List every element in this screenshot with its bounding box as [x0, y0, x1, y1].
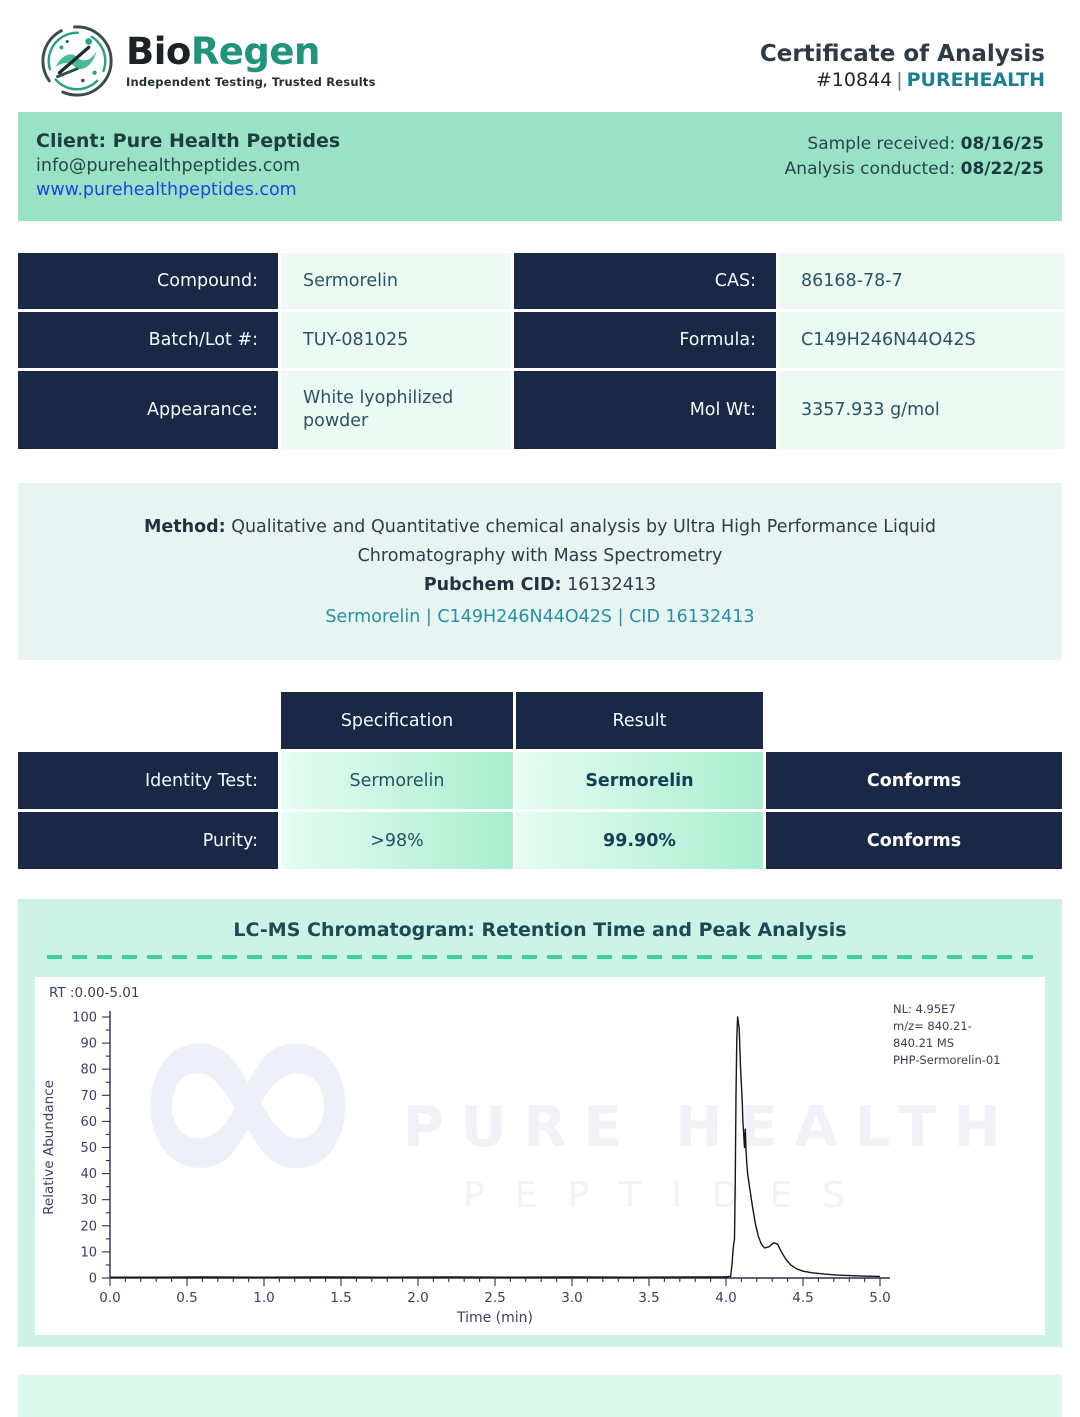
- results-header-spacer-left: [18, 692, 278, 750]
- client-info-bar: Client: Pure Health Peptides info@purehe…: [18, 112, 1062, 221]
- result-column-header: Result: [516, 692, 763, 750]
- formula-value: C149H246N44O42S: [779, 311, 1065, 368]
- purity-spec: >98%: [281, 812, 513, 870]
- identity-test-status: Conforms: [766, 752, 1062, 810]
- subtitle-divider: |: [896, 68, 903, 91]
- svg-text:100: 100: [72, 1011, 97, 1026]
- svg-text:840.21 MS: 840.21 MS: [893, 1036, 954, 1050]
- svg-text:4.5: 4.5: [792, 1290, 813, 1306]
- svg-text:20: 20: [80, 1219, 97, 1234]
- svg-text:NL: 4.95E7: NL: 4.95E7: [893, 1002, 956, 1016]
- compound-info-table: Compound: Sermorelin CAS: 86168-78-7 Bat…: [18, 252, 1065, 449]
- svg-text:3.5: 3.5: [638, 1290, 659, 1306]
- pubchem-label: Pubchem CID:: [423, 575, 562, 596]
- chromatogram-section: LC-MS Chromatogram: Retention Time and P…: [18, 899, 1062, 1348]
- svg-text:60: 60: [80, 1115, 97, 1130]
- svg-text:Time (min): Time (min): [456, 1310, 533, 1326]
- svg-text:m/z= 840.21-: m/z= 840.21-: [893, 1019, 972, 1033]
- client-email: info@purehealthpeptides.com: [36, 156, 301, 177]
- appearance-label: Appearance:: [18, 370, 278, 449]
- molwt-value: 3357.933 g/mol: [779, 370, 1065, 449]
- sample-received-line: Sample received: 08/16/25: [807, 134, 1044, 154]
- svg-text:50: 50: [80, 1141, 97, 1156]
- chromatogram-title: LC-MS Chromatogram: Retention Time and P…: [233, 919, 847, 942]
- chromatogram-chart: ∞ PURE HEALTH PEPTIDES 0 10 20 30 40 50 60 70 80…: [35, 977, 1045, 1336]
- sample-received-date: 08/16/25: [960, 134, 1044, 154]
- svg-text:2.0: 2.0: [407, 1290, 428, 1306]
- certificate-subtitle: #10844 | PUREHEALTH: [760, 69, 1045, 91]
- brand-regen: Regen: [190, 30, 321, 74]
- header-right: Certificate of Analysis #10844 | PUREHEALT…: [760, 22, 1045, 91]
- bioregen-logo: BioRegen Independent Testing, Trusted Re…: [38, 22, 376, 100]
- client-details: Client: Pure Health Peptides info@purehe…: [36, 128, 340, 203]
- svg-text:2.5: 2.5: [484, 1290, 505, 1306]
- svg-text:40: 40: [80, 1167, 97, 1182]
- purity-status: Conforms: [766, 812, 1062, 870]
- svg-text:10: 10: [80, 1245, 97, 1260]
- svg-text:0.0: 0.0: [99, 1290, 120, 1306]
- svg-text:1.0: 1.0: [253, 1290, 274, 1306]
- analysis-dates: Sample received: 08/16/25 Analysis condu…: [785, 128, 1044, 203]
- dashed-divider: [47, 955, 1033, 960]
- certificate-number: #10844: [815, 68, 893, 91]
- purity-result: 99.90%: [516, 812, 763, 870]
- method-label: Method:: [143, 516, 226, 537]
- formula-label: Formula:: [514, 311, 776, 368]
- svg-text:3.0: 3.0: [561, 1290, 582, 1306]
- svg-text:RT :0.00-5.01: RT :0.00-5.01: [49, 985, 139, 1001]
- molwt-label: Mol Wt:: [514, 370, 776, 449]
- analysis-conducted-date: 08/22/25: [960, 158, 1044, 179]
- certificate-title: Certificate of Analysis: [759, 41, 1045, 67]
- client-tag: PUREHEALTH: [906, 68, 1045, 91]
- svg-text:0.5: 0.5: [176, 1290, 197, 1306]
- results-table: Specification Result Identity Test: Serm…: [18, 692, 1062, 870]
- chromatogram-plot: 0 10 20 30 40 50 60 70 80 90 100 0.0 0.5 1.0 1.5 2.0 2.5…: [41, 985, 1001, 1326]
- identity-test-result: Sermorelin: [516, 752, 763, 810]
- specification-column-header: Specification: [281, 692, 513, 750]
- brand-name: BioRegen: [126, 30, 376, 74]
- identity-test-spec: Sermorelin: [281, 752, 513, 810]
- batch-label: Batch/Lot #:: [18, 311, 278, 368]
- cas-value: 86168-78-7: [779, 252, 1065, 309]
- compound-value: Sermorelin: [281, 252, 511, 309]
- svg-text:5.0: 5.0: [869, 1290, 890, 1306]
- pubchem-line: Pubchem CID: 16132413: [423, 575, 657, 596]
- svg-text:Relative Abundance: Relative Abundance: [41, 1080, 57, 1215]
- cas-label: CAS:: [514, 252, 776, 309]
- method-text: Method: Qualitative and Quantitative che…: [143, 516, 937, 566]
- compound-label: Compound:: [18, 252, 278, 309]
- brand-bio: Bio: [126, 30, 191, 74]
- method-section: Method: Qualitative and Quantitative che…: [18, 482, 1062, 661]
- svg-text:0: 0: [89, 1272, 97, 1287]
- svg-text:80: 80: [80, 1063, 97, 1078]
- svg-text:1.5: 1.5: [330, 1290, 351, 1306]
- brand-tagline: Independent Testing, Trusted Results: [126, 74, 376, 89]
- pubchem-link[interactable]: Sermorelin | C149H246N44O42S | CID 16132…: [325, 606, 755, 627]
- svg-text:30: 30: [80, 1193, 97, 1208]
- batch-value: TUY-081025: [281, 311, 511, 368]
- svg-text:4.0: 4.0: [715, 1290, 736, 1306]
- client-website-link[interactable]: www.purehealthpeptides.com: [36, 180, 297, 201]
- appearance-value: White lyophilized powder: [281, 370, 511, 449]
- client-name: Client: Pure Health Peptides: [36, 130, 341, 152]
- bioregen-logo-icon: [41, 25, 113, 97]
- identity-test-label: Identity Test:: [18, 752, 278, 810]
- header: BioRegen Independent Testing, Trusted Re…: [0, 0, 1080, 112]
- purity-label: Purity:: [18, 812, 278, 870]
- analysis-conducted-line: Analysis conducted: 08/22/25: [784, 158, 1044, 179]
- results-header-spacer-right: [766, 692, 1062, 750]
- svg-text:70: 70: [80, 1089, 97, 1104]
- svg-text:90: 90: [80, 1037, 97, 1052]
- svg-text:PHP-Sermorelin-01: PHP-Sermorelin-01: [893, 1053, 1001, 1067]
- footer-bar: [18, 1375, 1062, 1417]
